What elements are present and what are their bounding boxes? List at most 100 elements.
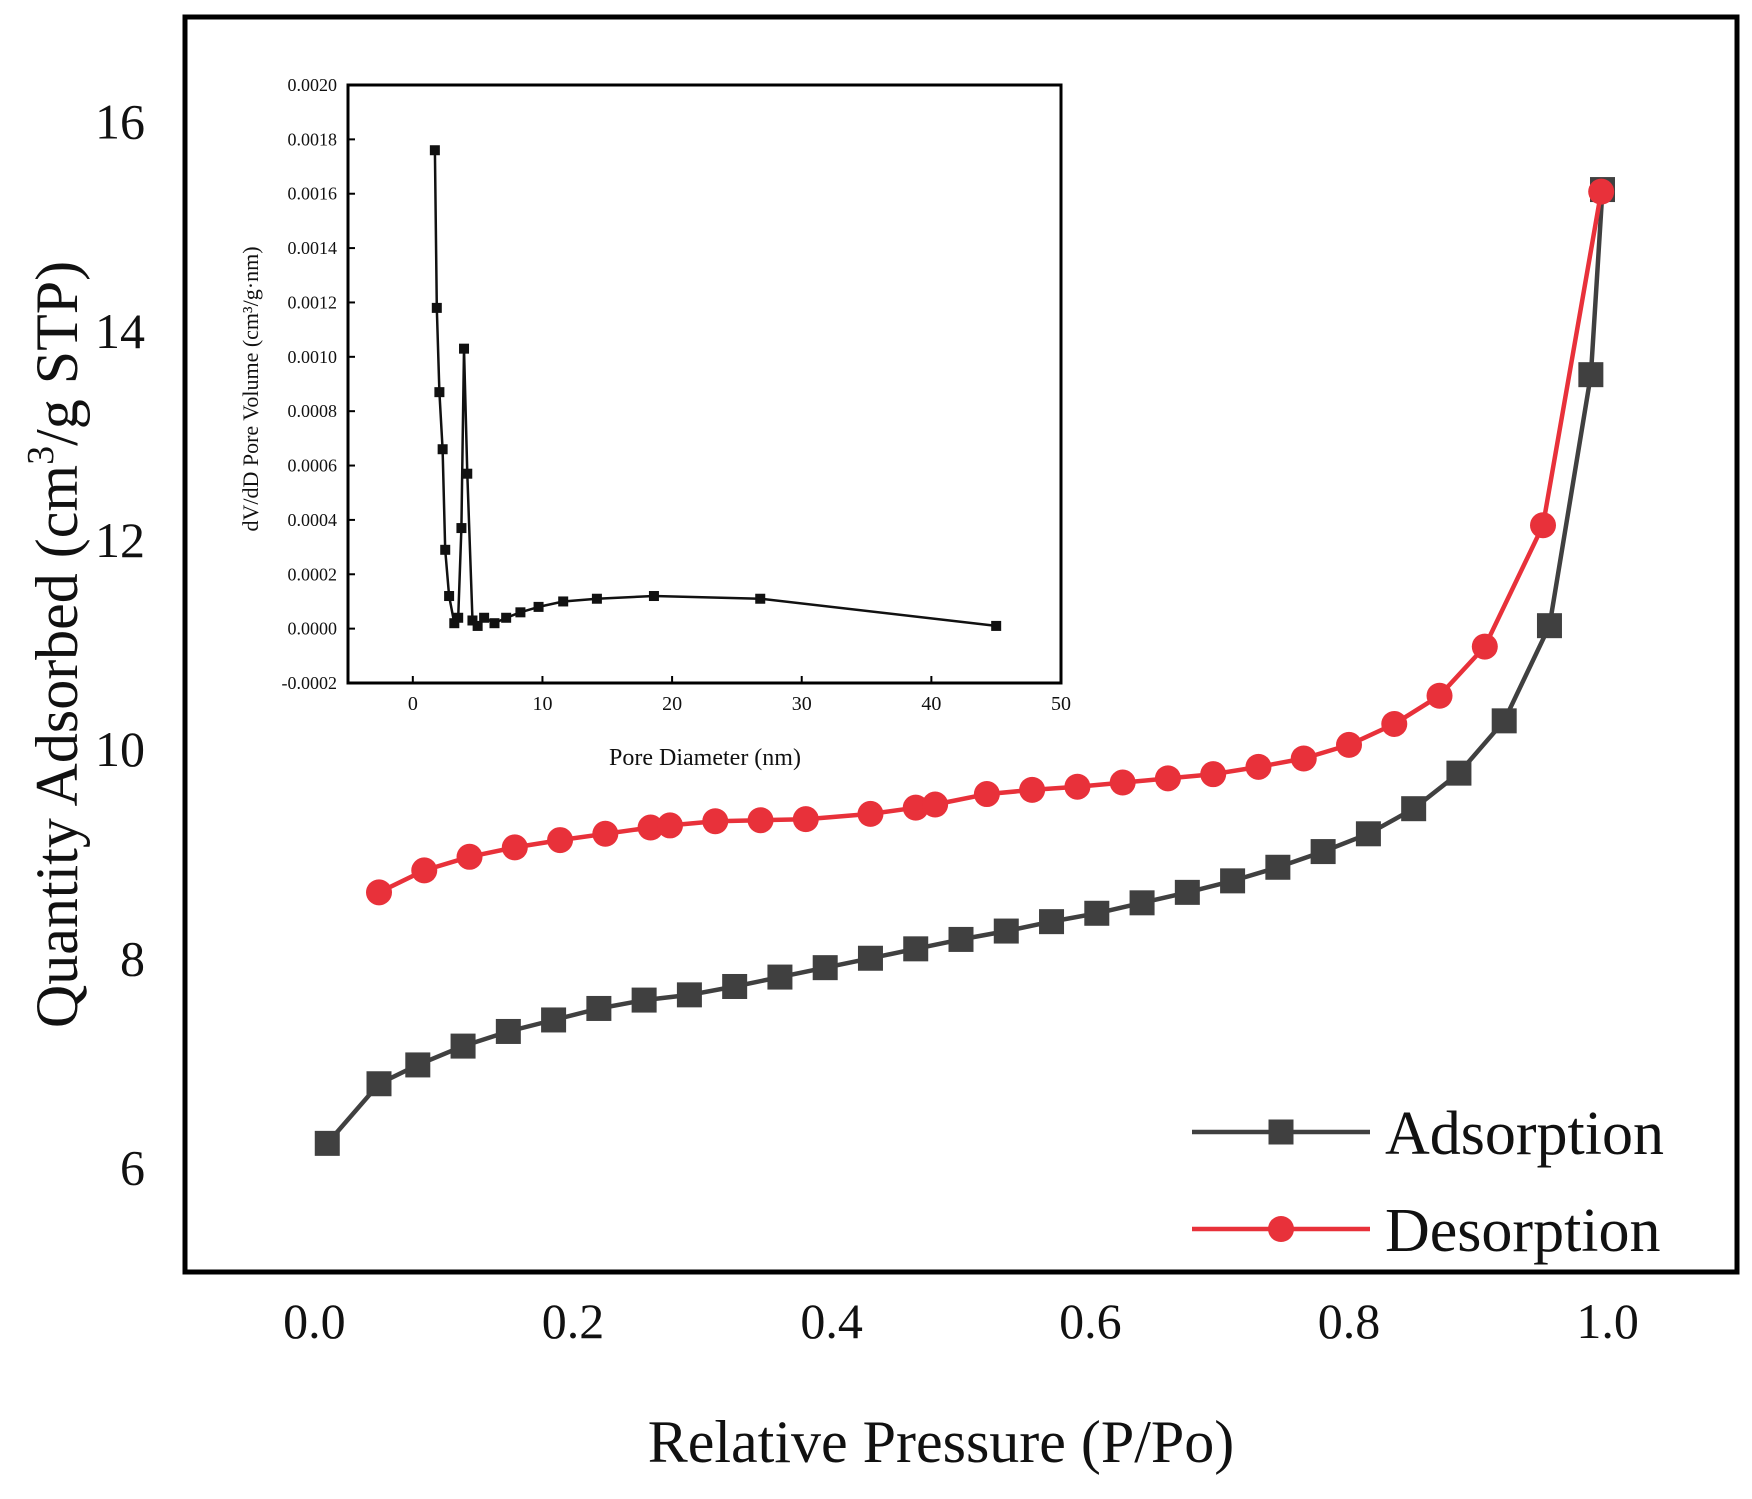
inset-data-point bbox=[648, 591, 659, 602]
inset-data-point bbox=[449, 618, 460, 629]
data-point-adsorption bbox=[767, 964, 793, 990]
main-plot: 0.0 0.2 0.4 0.6 0.8 1.0 6 8 10 12 14 16 Relative Pre… bbox=[20, 14, 1740, 1475]
data-point-desorption bbox=[922, 791, 949, 818]
inset-y-tick-label: 0.0000 bbox=[288, 619, 338, 639]
inset-x-tick-label: 10 bbox=[532, 693, 552, 715]
data-point-desorption bbox=[702, 808, 729, 835]
inset-data-point bbox=[558, 596, 569, 607]
inset-y-tick-label: 0.0010 bbox=[288, 347, 338, 367]
inset-y-tick-label: -0.0002 bbox=[282, 673, 338, 693]
inset-x-tick-label: 30 bbox=[792, 693, 812, 715]
legend: Adsorption Desorption bbox=[1192, 1100, 1664, 1265]
inset-x-tick-label: 0 bbox=[408, 693, 418, 715]
data-point-desorption bbox=[1200, 761, 1227, 788]
inset-background bbox=[348, 85, 1061, 683]
data-point-adsorption bbox=[1355, 821, 1381, 847]
data-point-adsorption bbox=[1220, 868, 1246, 894]
main-y-tick-label: 10 bbox=[95, 721, 145, 777]
y-title-part: Quantity Adsorbed (cm bbox=[24, 465, 90, 1028]
inset-plot: 0 10 20 30 40 50 -0.0002 0.0000 0.0002 0.0004 0.00… bbox=[238, 75, 1071, 771]
series-line-desorption bbox=[378, 191, 1604, 895]
inset-data-point bbox=[431, 302, 442, 313]
data-point-adsorption bbox=[1446, 760, 1472, 786]
data-point-adsorption bbox=[993, 918, 1019, 944]
inset-y-tick-label: 0.0014 bbox=[288, 238, 338, 258]
inset-x-tick-label: 50 bbox=[1051, 693, 1071, 715]
data-point-desorption bbox=[1245, 753, 1272, 780]
data-point-adsorption bbox=[948, 926, 974, 952]
inset-data-point bbox=[489, 618, 500, 629]
main-x-tick-label: 0.0 bbox=[283, 1293, 346, 1349]
data-point-adsorption bbox=[366, 1071, 392, 1097]
inset-y-tick-label: 0.0004 bbox=[288, 510, 338, 530]
series-desorption bbox=[366, 178, 1615, 906]
data-point-adsorption bbox=[676, 982, 702, 1008]
data-point-desorption bbox=[592, 820, 619, 847]
data-point-adsorption bbox=[1578, 362, 1604, 388]
data-point-adsorption bbox=[812, 955, 838, 981]
data-point-desorption bbox=[792, 806, 819, 833]
inset-data-point bbox=[472, 620, 483, 631]
data-point-adsorption bbox=[1129, 890, 1155, 916]
inset-y-tick-label: 0.0020 bbox=[288, 75, 338, 95]
legend-marker-adsorption bbox=[1268, 1119, 1294, 1145]
main-y-tick-label: 12 bbox=[95, 512, 145, 568]
data-point-adsorption bbox=[1491, 708, 1517, 734]
inset-data-point bbox=[479, 612, 490, 623]
main-x-tick-label: 0.6 bbox=[1059, 1293, 1122, 1349]
inset-data-point bbox=[755, 593, 766, 604]
data-point-adsorption bbox=[1039, 909, 1065, 935]
legend-label-adsorption: Adsorption bbox=[1385, 1100, 1664, 1168]
main-y-tick-label: 8 bbox=[120, 930, 145, 986]
data-point-desorption bbox=[973, 781, 1000, 808]
main-y-tick-label: 14 bbox=[95, 303, 145, 359]
data-point-desorption bbox=[456, 843, 483, 870]
data-point-desorption bbox=[1336, 731, 1362, 758]
inset-data-point bbox=[456, 523, 467, 534]
inset-x-tick-label: 20 bbox=[662, 693, 682, 715]
data-point-desorption bbox=[1381, 710, 1408, 737]
data-point-adsorption bbox=[1310, 839, 1336, 865]
main-x-tick-label: 0.8 bbox=[1318, 1293, 1381, 1349]
inset-data-point bbox=[533, 601, 544, 612]
inset-y-tick-label: 0.0016 bbox=[288, 184, 338, 204]
data-point-desorption bbox=[411, 857, 438, 884]
data-point-adsorption bbox=[1536, 613, 1562, 639]
data-point-adsorption bbox=[314, 1130, 340, 1156]
inset-y-tick-label: 0.0002 bbox=[288, 564, 338, 584]
data-point-adsorption bbox=[450, 1033, 476, 1059]
data-point-adsorption bbox=[1174, 879, 1200, 905]
inset-data-point bbox=[501, 612, 512, 623]
data-point-desorption bbox=[366, 879, 392, 906]
main-x-tick-label: 1.0 bbox=[1576, 1293, 1639, 1349]
inset-x-tick-label: 40 bbox=[921, 693, 941, 715]
inset-y-axis-title: dV/dD Pore Volume (cm³/g·nm) bbox=[238, 246, 263, 531]
data-point-desorption bbox=[1019, 776, 1046, 803]
inset-data-point bbox=[437, 444, 448, 455]
inset-data-point bbox=[429, 145, 440, 156]
inset-data-point bbox=[467, 615, 478, 626]
data-point-desorption bbox=[1588, 178, 1615, 205]
main-x-axis-title: Relative Pressure (P/Po) bbox=[648, 1409, 1235, 1475]
main-x-tick-label: 0.2 bbox=[542, 1293, 605, 1349]
data-point-adsorption bbox=[541, 1007, 567, 1033]
data-point-adsorption bbox=[1265, 854, 1291, 880]
data-point-adsorption bbox=[631, 987, 657, 1013]
inset-data-point bbox=[991, 620, 1002, 631]
data-point-adsorption bbox=[857, 945, 883, 971]
inset-y-tick-label: 0.0018 bbox=[288, 129, 338, 149]
data-point-adsorption bbox=[903, 936, 929, 962]
data-point-adsorption bbox=[586, 995, 612, 1021]
data-point-desorption bbox=[902, 794, 929, 821]
data-point-adsorption bbox=[405, 1052, 431, 1078]
inset-data-point bbox=[462, 468, 473, 479]
data-point-desorption bbox=[1530, 512, 1556, 539]
main-y-tick-label: 16 bbox=[95, 94, 145, 150]
data-point-adsorption bbox=[495, 1018, 521, 1044]
inset-data-point bbox=[440, 544, 451, 555]
data-point-desorption bbox=[1064, 773, 1091, 800]
data-point-adsorption bbox=[1084, 900, 1110, 926]
y-title-superscript: 3 bbox=[20, 446, 62, 465]
inset-x-axis-title: Pore Diameter (nm) bbox=[609, 745, 801, 771]
